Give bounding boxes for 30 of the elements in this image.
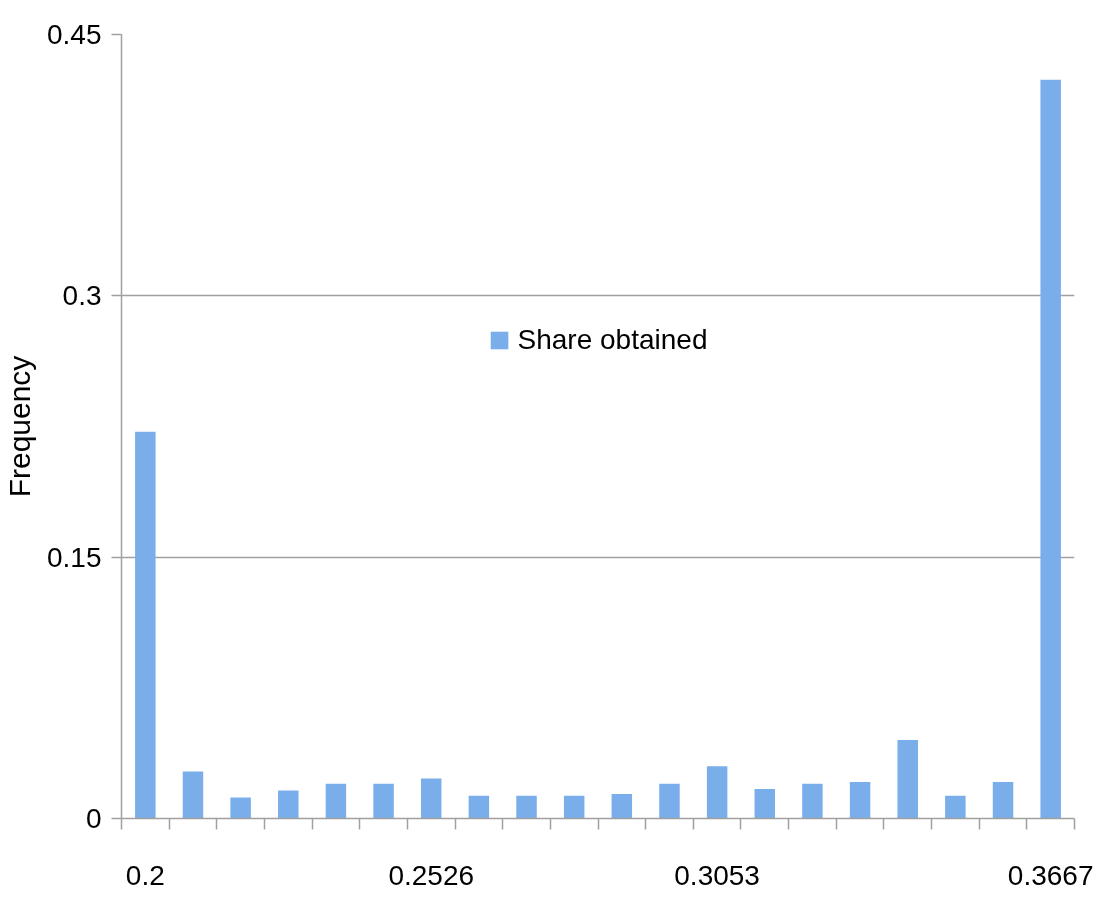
legend-label: Share obtained <box>517 324 708 356</box>
bar <box>945 795 966 819</box>
y-tick-label: 0.45 <box>47 19 102 50</box>
bar <box>468 795 490 819</box>
x-tick-label: 0.2526 <box>388 859 475 891</box>
y-tick-label: 0.3 <box>62 280 102 312</box>
bar <box>659 783 680 819</box>
y-tick-label: 0.15 <box>47 541 102 573</box>
bar <box>563 795 585 819</box>
x-tick-label: 0.2 <box>125 859 165 891</box>
bar <box>278 790 299 819</box>
bar <box>420 778 442 819</box>
bar <box>611 794 633 819</box>
bar <box>754 788 776 819</box>
x-tick-label: 0.3053 <box>674 859 760 891</box>
bar <box>1040 79 1061 819</box>
bar <box>373 783 394 819</box>
bar <box>897 740 918 819</box>
bar <box>706 766 728 819</box>
bar <box>802 783 823 819</box>
bar <box>849 781 871 819</box>
y-axis-title: Frequency <box>3 355 36 498</box>
y-tick-label: 0 <box>85 803 102 834</box>
bar <box>182 771 204 819</box>
bar <box>992 781 1014 819</box>
bar <box>135 431 156 819</box>
bar <box>516 795 537 819</box>
bar <box>230 797 251 819</box>
bar <box>325 783 347 819</box>
x-tick-label: 0.3667 <box>1007 859 1094 891</box>
